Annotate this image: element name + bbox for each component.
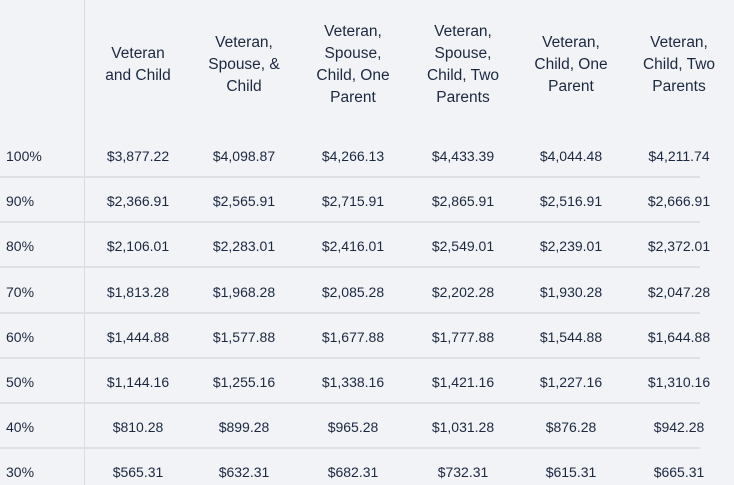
table-cell-amount: $810.28 [112,419,164,435]
column-header: Veteran, Spouse, & Child [192,0,296,130]
table-cell-amount: $1,031.28 [431,419,495,435]
row-separator [0,221,700,223]
table-cell-amount: $1,544.88 [539,329,603,345]
table-cell-amount: $1,338.16 [321,374,385,390]
table-cell-amount: $2,366.91 [106,193,170,209]
column-header-label: Veteran, Spouse, Child, Two Parents [426,23,500,106]
table-cell-amount: $4,098.87 [212,148,276,164]
row-separator [0,266,700,268]
table-cell-amount: $2,202.28 [431,284,495,300]
table-cell-amount: $2,416.01 [321,238,385,254]
table-cell-amount: $1,968.28 [212,284,276,300]
column-header-label: Veteran, Spouse, & Child [208,34,280,95]
table-cell-amount: $732.31 [437,464,489,480]
table-cell-amount: $615.31 [545,464,597,480]
table-cell-amount: $2,666.91 [647,193,711,209]
column-header-label: Veteran, Child, One Parent [534,34,608,95]
table-cell-amount: $1,227.16 [539,374,603,390]
table-cell-amount: $2,715.91 [321,193,385,209]
table-cell-amount: $2,516.91 [539,193,603,209]
row-label-rating: 40% [6,419,35,435]
table-cell-amount: $1,255.16 [212,374,276,390]
column-header: Veteran, Spouse, Child, Two Parents [411,0,515,130]
column-header: Veteran and Child [86,0,190,130]
column-header-label: Veteran and Child [105,45,171,84]
table-cell-amount: $2,085.28 [321,284,385,300]
table-cell-amount: $3,877.22 [106,148,170,164]
row-label-rating: 80% [6,238,35,254]
table-cell-amount: $2,372.01 [647,238,711,254]
table-cell-amount: $899.28 [218,419,270,435]
row-label-rating: 90% [6,193,35,209]
table-cell-amount: $2,047.28 [647,284,711,300]
table-cell-amount: $4,433.39 [431,148,495,164]
row-separator [0,357,700,359]
table-cell-amount: $1,777.88 [431,329,495,345]
row-separator [0,176,700,178]
table-cell-amount: $965.28 [327,419,379,435]
row-separator [0,447,700,449]
row-label-rating: 30% [6,464,35,480]
row-label-rating: 70% [6,284,35,300]
column-header: Veteran, Child, Two Parents [627,0,731,130]
table-cell-amount: $1,677.88 [321,329,385,345]
table-cell-amount: $682.31 [327,464,379,480]
table-cell-amount: $876.28 [545,419,597,435]
table-cell-amount: $1,421.16 [431,374,495,390]
row-separator [0,402,700,404]
table-cell-amount: $1,577.88 [212,329,276,345]
table-cell-amount: $632.31 [218,464,270,480]
table-cell-amount: $4,211.74 [648,148,710,164]
table-cell-amount: $1,144.16 [106,374,170,390]
column-header: Veteran, Child, One Parent [519,0,623,130]
column-header: Veteran, Spouse, Child, One Parent [301,0,405,130]
table-cell-amount: $2,283.01 [212,238,276,254]
row-label-rating: 50% [6,374,35,390]
row-separator [0,312,700,314]
table-cell-amount: $942.28 [653,419,705,435]
table-cell-amount: $2,106.01 [106,238,170,254]
table-cell-amount: $4,266.13 [321,148,385,164]
row-label-rating: 60% [6,329,35,345]
table-cell-amount: $1,930.28 [539,284,603,300]
row-label-rating: 100% [6,148,42,164]
table-cell-amount: $665.31 [653,464,705,480]
table-cell-amount: $2,549.01 [431,238,495,254]
column-header-label: Veteran, Child, Two Parents [642,34,716,95]
table-cell-amount: $565.31 [112,464,164,480]
table-cell-amount: $1,644.88 [647,329,711,345]
label-column-divider [84,0,85,485]
table-cell-amount: $4,044.48 [539,148,603,164]
table-cell-amount: $2,239.01 [539,238,603,254]
table-cell-amount: $1,310.16 [647,374,711,390]
table-cell-amount: $2,865.91 [431,193,495,209]
table-cell-amount: $1,444.88 [106,329,170,345]
table-cell-amount: $2,565.91 [212,193,276,209]
table-cell-amount: $1,813.28 [106,284,170,300]
column-header-label: Veteran, Spouse, Child, One Parent [316,23,390,106]
